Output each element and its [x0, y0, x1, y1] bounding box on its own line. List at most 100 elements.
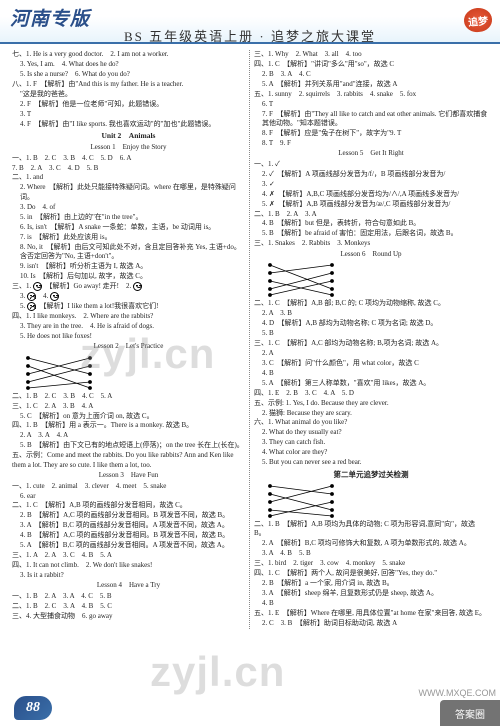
text-line: 5. ✗ 【解析】A,B 项画线部分发音为/æ/,C 项画线部分发音为/: [254, 200, 488, 209]
text-line: 4. B 【解析】A,C 项的画线部分发音相同。B 项发音不同，故选 B。: [12, 531, 245, 540]
text-line: 3. Do 4. of: [12, 203, 245, 212]
lesson-title: Lesson 1 Enjoy the Story: [12, 143, 245, 152]
happy-face-icon: [50, 292, 59, 301]
text-line: 五、示例：Come and meet the rabbits. Do you l…: [12, 451, 245, 470]
text-line: 四、1. C 【解析】两个人, 故问是很美好, 回答"Yes, they do.…: [254, 569, 488, 578]
text-line: 2. A 3. B: [254, 309, 488, 318]
text-line: 三、1. C 【解析】A,C 部均为动物名称; B,项为名词; 故选 A。: [254, 339, 488, 348]
text-line: 3. ✓: [254, 180, 488, 189]
text-line: 三、4. 大型捕食动物 6. go away: [12, 612, 245, 621]
text-line: 三、1. bird 2. tiger 3. cow 4. monkey 5. s…: [254, 559, 488, 568]
text-line: 4. B: [254, 369, 488, 378]
text-line: 3. Is it a rabbit?: [12, 571, 245, 580]
text-line: 4. What color are they?: [254, 448, 488, 457]
text-line: 六、1. What animal do you like?: [254, 418, 488, 427]
text-line: 5. B 【解析】由下文已有的地点短语上(停落)；on the tree 长在上…: [12, 441, 245, 450]
text-line: 四、1. B 【解析】用 a 表示一。There is a monkey. 故选…: [12, 421, 245, 430]
text-line: 10. Is 【解析】后句加以, 故字，故选 C。: [12, 272, 245, 281]
text-line: 2. 猫狮: Because they are scary.: [254, 409, 488, 418]
text-line: 2. Where 【解析】此处只能接特殊疑问词。where 在哪里，是特殊疑问词…: [12, 183, 245, 202]
text-line: 8. F 【解析】应是"兔子在树下"，故字为"9. T: [254, 129, 488, 138]
text-line: 3. Yes, I am. 4. What does he do?: [12, 60, 245, 69]
text-line: 二、1. B 【解析】A,B 项均为具体的动物; C 项为形容词,意同"向"，故…: [254, 520, 488, 539]
text-line: 5. in 【解析】由上边的"在"in the tree"。: [12, 213, 245, 222]
happy-face-icon: [33, 282, 42, 291]
text-line: 3. They are in the tree. 4. He is afraid…: [12, 322, 245, 331]
matching-diagram: [266, 261, 336, 297]
text-line: 五、1. E 【解析】Where 在哪里, 用具体位置"at home 在家"来…: [254, 609, 488, 618]
text-line: 6. T: [254, 100, 488, 109]
unit-title: Unit 2 Animals: [12, 131, 245, 141]
text-line: 四、1. C 【解析】"讲词"多么"用"so"，故选 C: [254, 60, 488, 69]
face-line: 三、1. 【解析】Go away! 走开! 2.: [12, 282, 245, 292]
watermark: zyjl.cn: [150, 648, 285, 696]
text-line: 3. A 【解析】B,C 项的画线部分发音相同。A 项发音不同，故选 A。: [12, 521, 245, 530]
text-line: 二、1. and: [12, 173, 245, 182]
text-line: 5. He does not like foxes!: [12, 332, 245, 341]
text-line: 4. ✗ 【解析】A,B,C 项画线部分发音均为/∧/,A 项画线多发音为/: [254, 190, 488, 199]
text-line: 三、1. A 2. A 3. C 4. B 5. A: [12, 551, 245, 560]
text-line: 五、示例: 1. Yes, I do. Because they are cle…: [254, 399, 488, 408]
text-line: 三、1. C 2. A 3. B 4. A: [12, 402, 245, 411]
text-line: 6. ear: [12, 492, 245, 501]
text-line: 3. C 【解析】问"什么颜色"，用 what color，故选 C: [254, 359, 488, 368]
text-line: 5. B: [254, 329, 488, 338]
text-line: 二、1. B 2. A 3. A: [254, 210, 488, 219]
sad-face-icon: [27, 302, 36, 311]
worksheet-page: 河南专版 BS 五年级英语上册 · 追梦之旅大课堂 追梦 七、1. He is …: [0, 0, 500, 726]
text-line: 2. ✓ 【解析】A 项画线部分发音为/f/，B 项画线部分发音为/: [254, 170, 488, 179]
text-line: 一、1. B 2. A 3. A 4. C 5. B: [12, 592, 245, 601]
text-line: 4. B 【解析】but 但是，表转折，符合句意如此 B。: [254, 219, 488, 228]
text-line: 8. No, it 【解析】由后文可知此处不对，含且定回答补充 Yes, 主语+…: [12, 243, 245, 262]
text-line: 3. They can catch fish.: [254, 438, 488, 447]
text-line: 2. A 3. A 4. A: [12, 431, 245, 440]
right-column: 三、1. Why 2. What 3. all 4. too 四、1. C 【解…: [250, 50, 492, 629]
text-line: 五、1. sunny 2. squirrels 3. rabbits 4. sn…: [254, 90, 488, 99]
lesson-title: Lesson 4 Have a Try: [12, 581, 245, 590]
text-line: 一、1. ✓: [254, 160, 488, 169]
text-line: 9. isn't 【解析】听分析主语为 I, 故选 A。: [12, 262, 245, 271]
text-line: 三、1. Snakes 2. Rabbits 3. Monkeys: [254, 239, 488, 248]
matching-diagram: [266, 482, 336, 518]
text-line: 5. B 【解析】be afraid of 害怕：固定用法，后跟名词，故选 B。: [254, 229, 488, 238]
matching-diagram: [24, 354, 94, 390]
text-line: 2. B 3. A 4. C: [254, 70, 488, 79]
text-line: 一、1. cute 2. animal 3. clever 4. meet 5.…: [12, 482, 245, 491]
page-header: 河南专版 BS 五年级英语上册 · 追梦之旅大课堂 追梦: [0, 0, 500, 44]
text-line: 3. A 4. B 5. B: [254, 549, 488, 558]
lesson-title: Lesson 6 Round Up: [254, 250, 488, 259]
left-column: 七、1. He is a very good doctor. 2. I am n…: [8, 50, 250, 629]
test-title: 第二单元追梦过关检测: [254, 470, 488, 480]
text-line: 二、1. B 2. C 3. A 4. B 5. C: [12, 602, 245, 611]
text-line: 5. C 【解析】on 意为上面介词 on, 故选 C。: [12, 412, 245, 421]
text-line: 二、1. C 【解析】A,B 项的画线部分发音相同，故选 C。: [12, 501, 245, 510]
text-line: 二、1. C 【解析】A,B 部; B,C 的; C 项均为动物缩称, 故选 C…: [254, 299, 488, 308]
text-line: 七、1. He is a very good doctor. 2. I am n…: [12, 50, 245, 59]
text-line: 2. What do they usually eat?: [254, 428, 488, 437]
text-line: 7. is 【解析】此处应该用 is。: [12, 233, 245, 242]
text-line: 2. A: [254, 349, 488, 358]
edition-badge: 河南专版: [10, 4, 90, 31]
text-line: 2. C 3. B 【解析】助词目标助动词, 故选 A: [254, 619, 488, 628]
happy-face-icon: [133, 282, 142, 291]
lesson-title: Lesson 5 Get It Right: [254, 149, 488, 158]
text-line: 四、1. I like monkeys. 2. Where are the ra…: [12, 312, 245, 321]
sad-face-icon: [27, 292, 36, 301]
text-line: 2. B 【解析】a 一个家, 用介词 in, 故选 B。: [254, 579, 488, 588]
text-line: 四、1. E 2. B 3. C 4. A 5. D: [254, 389, 488, 398]
text-line: 5. A 【解析】第三人称单数，"喜欢"用 likes，故选 A。: [254, 379, 488, 388]
text-line: 2. B 【解析】A,C 项的画线部分发音相同。B 项发音不同，故选 B。: [12, 511, 245, 520]
text-line: 四、1. It can not climb. 2. We don't like …: [12, 561, 245, 570]
text-line: 5. But you can never see a red bear.: [254, 458, 488, 467]
text-line: 5. Is she a nurse? 6. What do you do?: [12, 70, 245, 79]
text-line: "这是我的爸爸。: [12, 90, 245, 99]
page-number: 88: [14, 696, 52, 720]
text-line: 6. Is, isn't 【解析】A snake 一条蛇：单数，主语，be 动词…: [12, 223, 245, 232]
text-line: 一、1. B 2. C 3. B 4. C 5. D 6. A: [12, 154, 245, 163]
text-line: 二、1. B 2. C 3. B 4. C 5. A: [12, 392, 245, 401]
text-line: 4. F 【解析】由"I like sports. 我也喜欢运动"的"加也"此题…: [12, 120, 245, 129]
corner-badge: 答案圈: [440, 700, 500, 726]
text-line: 3. A 【解析】sheep 绵羊, 且复数形式仍是 sheep, 故选 A。: [254, 589, 488, 598]
face-line: 3. 4.: [12, 292, 245, 302]
face-line: 5. 【解析】I like them a lot!我很喜欢它们!: [12, 302, 245, 312]
